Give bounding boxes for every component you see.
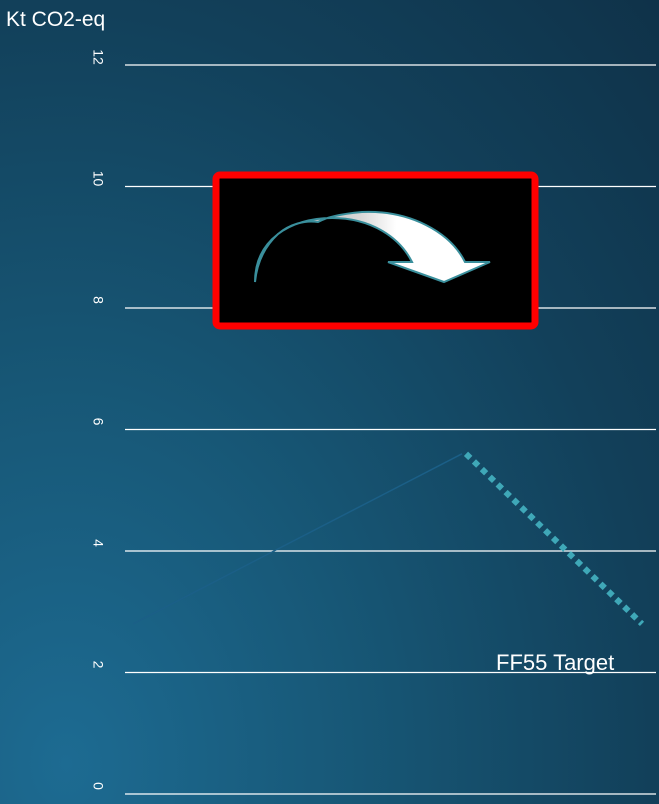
curved-arrow-shape [254,210,491,284]
curved-arrow-icon [254,210,491,284]
y-tick-label-4: 4 [90,539,106,547]
y-tick-label-10: 10 [90,171,106,187]
y-tick-label-6: 6 [90,418,106,426]
overlay-box [212,171,539,330]
ff55-target-annotation: FF55 Target [496,650,615,675]
series-line-historic [132,453,463,625]
y-tick-label-0: 0 [90,782,106,790]
y-axis-label: Kt CO2-eq [6,8,106,31]
y-tick-label-12: 12 [90,49,106,65]
series-line-target [463,451,645,627]
y-tick-label-2: 2 [90,661,106,669]
y-tick-label-8: 8 [90,296,106,304]
